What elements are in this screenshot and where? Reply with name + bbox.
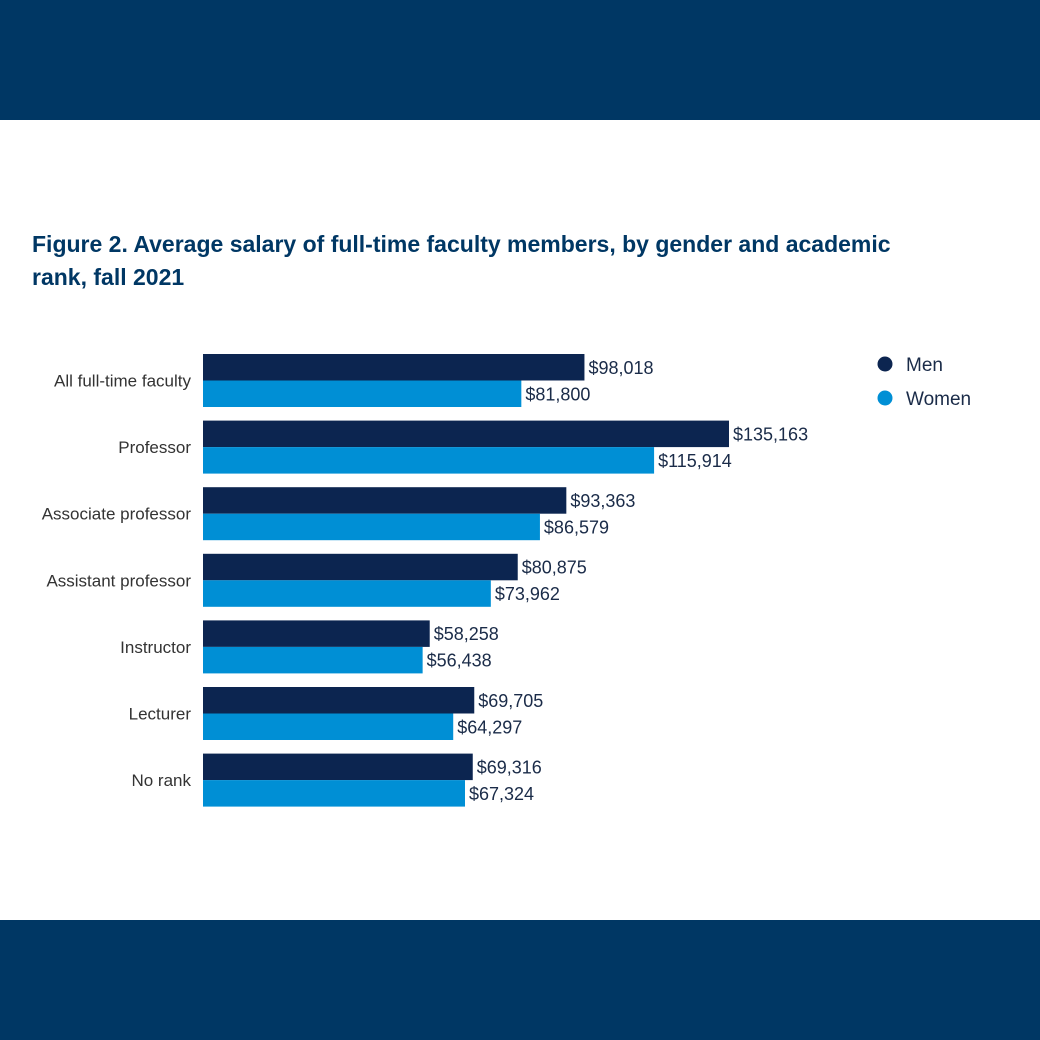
category-label: Instructor	[120, 638, 191, 657]
value-label: $64,297	[457, 717, 522, 737]
bottom-banner	[0, 920, 1040, 1040]
chart-title: Figure 2. Average salary of full-time fa…	[32, 231, 891, 290]
value-label: $115,914	[658, 451, 732, 471]
men-bar	[203, 620, 430, 647]
value-label: $81,800	[525, 384, 590, 404]
women-bar	[203, 713, 454, 740]
category-label: Lecturer	[129, 705, 192, 724]
value-label: $135,163	[733, 424, 808, 444]
value-label: $93,363	[570, 491, 635, 511]
category-label: No rank	[131, 771, 191, 790]
legend-swatch-women	[877, 390, 893, 406]
top-banner	[0, 0, 1040, 120]
women-bar	[203, 380, 522, 407]
legend-label-men: Men	[906, 355, 943, 376]
men-bar	[203, 354, 585, 381]
category-label: Assistant professor	[46, 571, 191, 590]
men-bar	[203, 753, 473, 781]
men-bar	[203, 553, 518, 581]
value-label: $67,324	[469, 784, 534, 804]
value-label: $56,438	[427, 651, 492, 671]
value-label: $80,875	[522, 558, 587, 578]
category-label: Professor	[118, 438, 191, 457]
value-label: $98,018	[588, 358, 653, 378]
women-bar	[203, 580, 491, 607]
women-bar	[203, 780, 465, 807]
men-bar	[203, 687, 475, 714]
value-label: $73,962	[495, 584, 560, 604]
women-bar	[203, 513, 540, 541]
category-label: All full-time faculty	[54, 372, 191, 391]
category-label: Associate professor	[42, 505, 192, 524]
legend-swatch-men	[877, 356, 893, 372]
value-label: $58,258	[434, 624, 499, 644]
women-bar	[203, 646, 423, 674]
legend-label-women: Women	[906, 389, 971, 410]
value-label: $69,705	[478, 691, 543, 711]
value-label: $86,579	[544, 517, 609, 537]
value-label: $69,316	[477, 757, 542, 777]
women-bar	[203, 447, 655, 474]
men-bar	[203, 420, 729, 448]
men-bar	[203, 487, 567, 514]
